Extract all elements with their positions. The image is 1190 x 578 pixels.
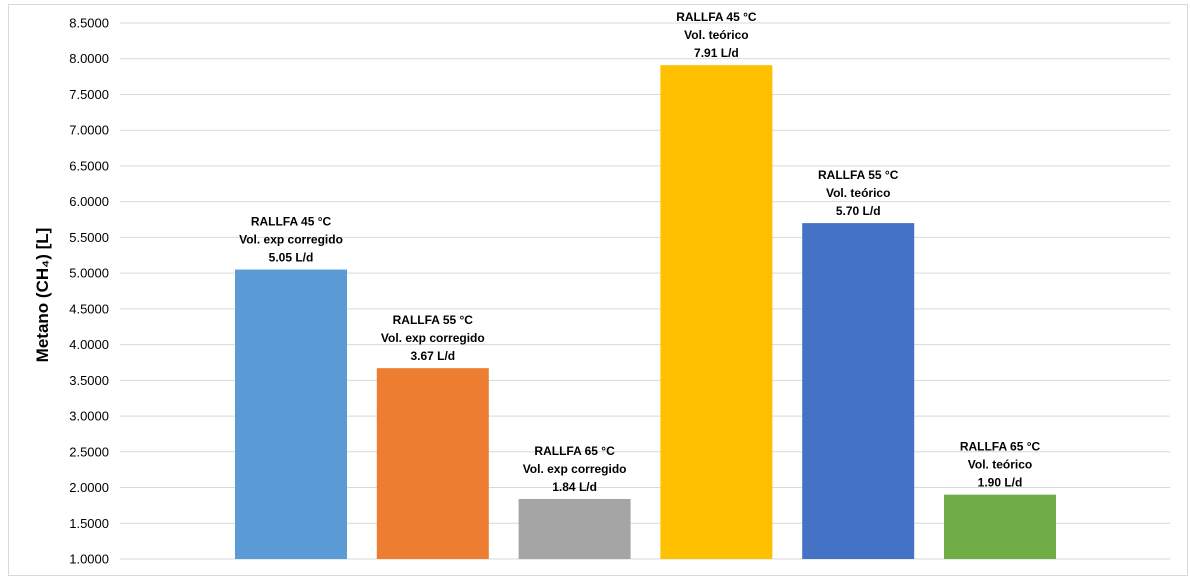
y-tick-label: 7.5000 [69,87,109,102]
bar [660,65,773,559]
y-tick-label: 8.5000 [69,16,109,31]
bar-data-label: RALLFA 65 °C [960,440,1041,454]
y-tick-label: 7.0000 [69,123,109,138]
bar-data-label: Vol. teórico [684,28,748,42]
y-tick-label: 8.0000 [69,51,109,66]
bar-data-label: Vol. teórico [826,186,890,200]
y-tick-labels: 1.0000 1.5000 2.0000 2.5000 3.0000 3.5000 4.00… [69,16,109,567]
bar-data-label: Vol. exp corregido [523,462,627,476]
bar-data-label: 5.05 L/d [269,251,314,265]
bar-data-label: 5.70 L/d [836,204,881,218]
y-tick-label: 5.0000 [69,266,109,281]
y-tick-label: 1.5000 [69,516,109,531]
y-tick-label: 6.5000 [69,158,109,173]
y-tick-label: 3.5000 [69,373,109,388]
bars [235,65,1056,559]
y-axis-title: Metano (CH₄) [L] [33,228,52,363]
bar-data-label: 3.67 L/d [410,349,455,363]
y-tick-label: 2.5000 [69,444,109,459]
chart-frame [8,4,1188,576]
bar-data-label: RALLFA 45 °C [251,215,332,229]
bar [518,498,631,559]
data-labels: RALLFA 45 °C Vol. exp corregido 5.05 L/d RA… [239,10,1040,494]
bar-data-label: Vol. teórico [968,458,1032,472]
y-tick-label: 6.0000 [69,194,109,209]
y-tick-label: 2.0000 [69,480,109,495]
bar-data-label: 7.91 L/d [694,46,739,60]
bar-data-label: RALLFA 45 °C [676,10,757,24]
bar [235,269,347,559]
bar-data-label: RALLFA 55 °C [818,168,899,182]
bar-data-label: 1.84 L/d [552,480,597,494]
y-tick-label: 4.5000 [69,301,109,316]
bar [802,223,915,559]
y-tick-label: 1.0000 [69,552,109,567]
bar-data-label: Vol. exp corregido [381,331,485,345]
bar-data-label: Vol. exp corregido [239,233,343,247]
bar-data-label: 1.90 L/d [978,476,1023,490]
y-tick-label: 3.0000 [69,409,109,424]
y-tick-label: 5.5000 [69,230,109,245]
bar-data-label: RALLFA 55 °C [393,313,474,327]
bar-data-label: RALLFA 65 °C [534,444,615,458]
bar [944,494,1056,559]
y-tick-label: 4.0000 [69,337,109,352]
bar [376,368,489,559]
